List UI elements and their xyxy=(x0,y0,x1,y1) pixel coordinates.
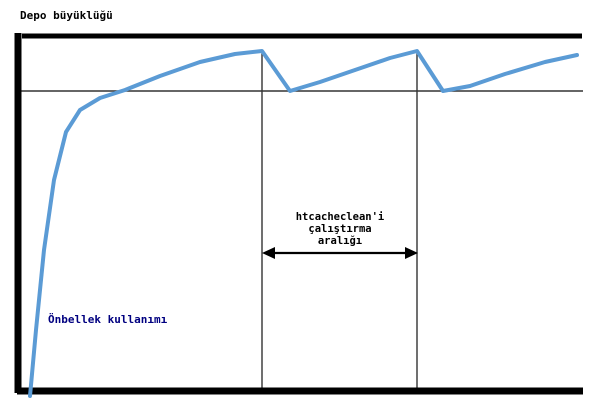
cleanup-annotation-line-2: çalıştırma xyxy=(308,223,371,235)
cleanup-annotation-line-3: aralığı xyxy=(318,235,362,247)
cache-usage-curve xyxy=(28,49,579,398)
cache-usage-label: Önbellek kullanımı xyxy=(48,312,168,326)
cleanup-annotation-line-1: htcacheclean'i xyxy=(296,211,385,223)
arrow-head-left xyxy=(262,247,275,259)
page-title: Depo büyüklüğü xyxy=(20,9,113,22)
cleanup-interval-arrow xyxy=(262,247,418,259)
arrow-head-right xyxy=(405,247,418,259)
